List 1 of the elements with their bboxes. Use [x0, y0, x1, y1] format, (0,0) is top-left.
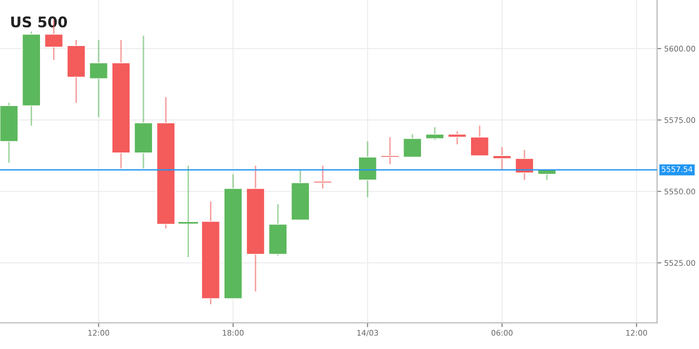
text: US 500 [11, 16, 68, 28]
